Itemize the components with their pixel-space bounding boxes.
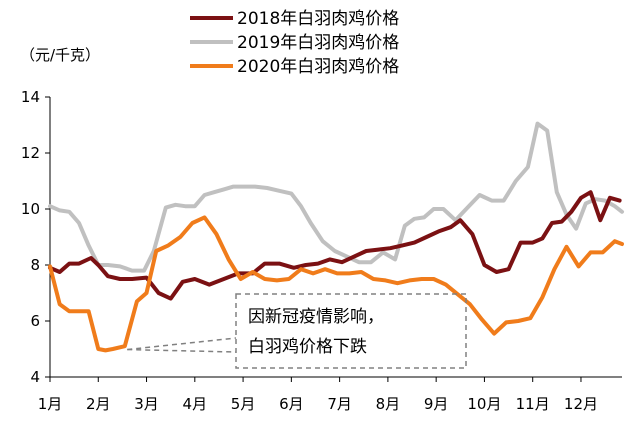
x-tick-label-2: 2月 xyxy=(86,395,111,413)
annotation-text-line-2: 白羽鸡价格下跌 xyxy=(248,337,367,357)
x-tick-label-6: 6月 xyxy=(279,395,304,413)
y-tick-label-12: 12 xyxy=(21,144,40,162)
series-line-2 xyxy=(48,121,624,273)
legend-label-2: 2019年白羽肉鸡价格 xyxy=(237,33,399,53)
x-tick-label-11: 11月 xyxy=(516,395,550,413)
axes: 4 6 8 10 12 14 1月 2月 3月 4月 5月 6月 7月 8月 9月 10月 11月 12月 xyxy=(21,88,622,413)
legend-label-1: 2018年白羽肉鸡价格 xyxy=(237,9,399,29)
annotation-leader-lower xyxy=(127,348,237,353)
x-tick-label-1: 1月 xyxy=(38,395,63,413)
legend: 2018年白羽肉鸡价格 2019年白羽肉鸡价格 2020年白羽肉鸡价格 xyxy=(190,9,399,77)
x-tick-label-8: 8月 xyxy=(376,395,401,413)
series-group xyxy=(48,121,624,353)
x-tick-label-10: 10月 xyxy=(467,395,501,413)
annotation-leader-upper xyxy=(127,337,237,351)
annotation-text-line-1: 因新冠疫情影响， xyxy=(248,307,384,327)
x-tick-label-3: 3月 xyxy=(134,395,159,413)
x-tick-label-7: 7月 xyxy=(327,395,352,413)
y-tick-label-14: 14 xyxy=(21,88,40,106)
x-tick-label-12: 12月 xyxy=(564,395,598,413)
series-line-3 xyxy=(48,215,624,353)
y-unit-label: （元/千克） xyxy=(20,46,100,64)
x-tick-label-4: 4月 xyxy=(183,395,208,413)
annotation: 因新冠疫情影响， 白羽鸡价格下跌 xyxy=(127,293,467,369)
legend-label-3: 2020年白羽肉鸡价格 xyxy=(237,57,399,77)
y-tick-label-4: 4 xyxy=(30,368,40,386)
x-tick-label-5: 5月 xyxy=(231,395,256,413)
annotation-box xyxy=(235,293,467,369)
y-tick-label-6: 6 xyxy=(30,312,40,330)
y-tick-label-8: 8 xyxy=(30,256,40,274)
series-line-1 xyxy=(48,190,622,301)
y-tick-label-10: 10 xyxy=(21,200,40,218)
x-tick-label-9: 9月 xyxy=(424,395,449,413)
